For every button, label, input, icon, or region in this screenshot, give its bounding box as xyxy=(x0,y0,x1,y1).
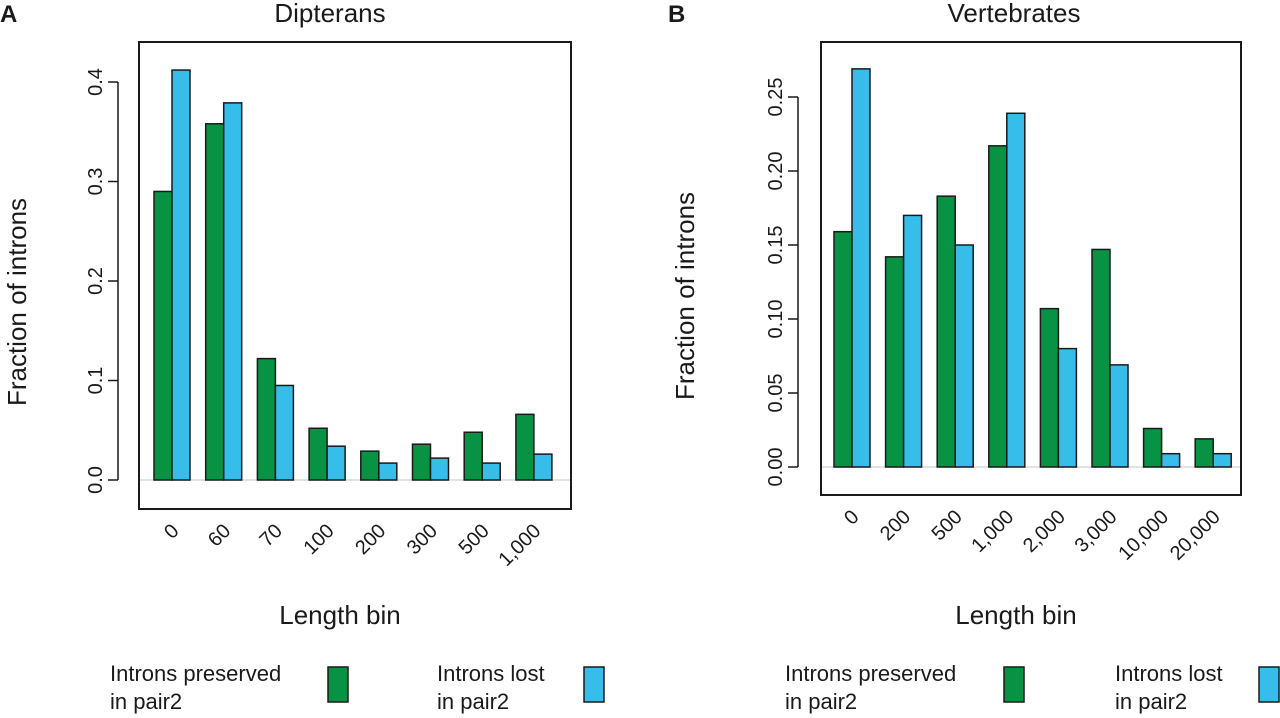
panel-b-bar-preserved-1 xyxy=(884,256,905,468)
panel-b-legend-preserved-label-2: in pair2 xyxy=(785,689,857,714)
panel-a-legend-lost-label-1: Introns lost xyxy=(437,661,545,686)
panel-a-ytick-label: 0.1 xyxy=(85,367,107,395)
panel-a-ytick-label: 0.3 xyxy=(85,168,107,196)
panel-b-xtick-label: 1,000 xyxy=(967,506,1018,557)
panel-a-legend-preserved-label-2: in pair2 xyxy=(110,689,182,714)
panel-a-xtick-label: 200 xyxy=(351,520,390,559)
panel-b-ytick-label: 0.25 xyxy=(765,78,787,117)
panel-b-xtick-label: 10,000 xyxy=(1114,506,1173,565)
panel-a-bar-preserved-0 xyxy=(153,190,173,481)
panel-b-bar-lost-5 xyxy=(1109,364,1129,468)
panel-a-bar-lost-7 xyxy=(533,453,553,481)
panel-a-legend: Introns preserved in pair2 Introns lost … xyxy=(110,661,605,714)
panel-b-legend-preserved-label-1: Introns preserved xyxy=(785,661,956,686)
panel-a-bar-lost-3 xyxy=(326,445,346,481)
panel-b-legend-lost-swatch xyxy=(1258,666,1280,703)
panel-b-xtick-label: 200 xyxy=(876,506,915,545)
panel-b-ytick-label: 0.00 xyxy=(765,448,787,487)
panel-a-bar-preserved-6 xyxy=(463,431,483,481)
panel-a-bar-preserved-5 xyxy=(411,443,432,481)
panel-a-xtick-label: 100 xyxy=(299,520,338,559)
panel-a-bar-preserved-1 xyxy=(204,123,225,481)
panel-a-ytick-label: 0.4 xyxy=(85,68,107,96)
panel-b-plot: 0 200 500 1,000 2,000 3,00010,00020,0000.000.… xyxy=(765,41,1242,565)
panel-b-bar-preserved-4 xyxy=(1039,307,1060,468)
panel-a-plot: 0 60 70 100 200 300 500 1,000 0.0 0.1 0.2 0.3 0.4 xyxy=(85,41,572,571)
panel-a-legend-lost-label-2: in pair2 xyxy=(437,689,509,714)
panel-b-legend-lost-label-1: Introns lost xyxy=(1115,661,1223,686)
panel-b-frame xyxy=(820,41,1242,496)
panel-b-bar-preserved-2 xyxy=(936,195,956,468)
panel-a-bar-preserved-2 xyxy=(256,357,277,481)
panel-b-xtick-label: 2,000 xyxy=(1019,506,1070,557)
panel-b-xlabel: Length bin xyxy=(955,600,1076,630)
panel-a-bar-lost-1 xyxy=(222,102,243,481)
panel-b-ytick-label: 0.20 xyxy=(765,152,787,191)
panel-b-legend-preserved-swatch xyxy=(1003,666,1025,703)
panel-b-bar-lost-2 xyxy=(954,244,974,468)
panel-a-xtick-label: 70 xyxy=(256,520,287,551)
panel-b-bar-lost-0 xyxy=(851,68,871,468)
panel-a-bar-lost-2 xyxy=(274,384,295,481)
panel-b-ylabel: Fraction of introns xyxy=(670,192,700,400)
panel-b-bar-preserved-3 xyxy=(988,145,1008,468)
panel-b-xtick-label: 500 xyxy=(928,506,967,545)
panel-a-title: Dipterans xyxy=(274,0,385,28)
panel-b-legend-lost-label-2: in pair2 xyxy=(1115,689,1187,714)
panel-b-bar-lost-3 xyxy=(1006,112,1026,468)
panel-b-ytick-label: 0.10 xyxy=(765,300,787,339)
panel-a-ytick-label: 0.0 xyxy=(85,466,107,494)
panel-b-xtick-label: 0 xyxy=(840,506,863,529)
panel-b-ytick-label: 0.15 xyxy=(765,226,787,265)
panel-b-letter: B xyxy=(668,1,685,28)
panel-b-bar-lost-7 xyxy=(1212,452,1232,468)
panel-b-bar-preserved-7 xyxy=(1194,438,1214,468)
panel-b-bar-preserved-0 xyxy=(833,230,853,468)
panel-a-bar-lost-6 xyxy=(481,462,501,481)
panel-b-bar-lost-4 xyxy=(1057,347,1078,468)
panel-a-xtick-label: 0 xyxy=(160,520,183,543)
panel-b-bar-lost-1 xyxy=(902,214,923,468)
panel-a-legend-lost-swatch xyxy=(583,666,605,703)
panel-b-bar-lost-6 xyxy=(1160,452,1181,468)
panel-b-bar-preserved-5 xyxy=(1091,248,1111,468)
panel-a-xtick-label: 1,000 xyxy=(494,520,545,571)
panel-b-ytick-label: 0.05 xyxy=(765,374,787,413)
panel-a-ylabel: Fraction of introns xyxy=(2,198,32,406)
panel-b-xtick-label: 20,000 xyxy=(1166,506,1225,565)
panel-a-bar-lost-0 xyxy=(171,69,191,481)
panel-b-bar-preserved-6 xyxy=(1142,427,1163,468)
panel-a-legend-preserved-swatch xyxy=(327,666,349,703)
panel-a-bar-preserved-4 xyxy=(360,450,380,481)
panel-a-xtick-label: 500 xyxy=(455,520,494,559)
panel-b-title: Vertebrates xyxy=(948,0,1081,28)
panel-b-legend: Introns preserved in pair2 Introns lost … xyxy=(785,661,1280,714)
panel-a-bar-lost-5 xyxy=(429,457,450,481)
panel-a-legend-preserved-label-1: Introns preserved xyxy=(110,661,281,686)
panel-a-bar-lost-4 xyxy=(378,462,398,481)
panel-a-ytick-label: 0.2 xyxy=(85,267,107,295)
panel-a-xtick-label: 60 xyxy=(204,520,235,551)
panel-a-frame xyxy=(138,41,572,510)
panel-a-letter: A xyxy=(0,1,17,28)
panel-a-xlabel: Length bin xyxy=(279,600,400,630)
panel-a-bar-preserved-7 xyxy=(515,413,535,481)
panel-a-bar-preserved-3 xyxy=(308,427,328,481)
panel-a-xtick-label: 300 xyxy=(403,520,442,559)
